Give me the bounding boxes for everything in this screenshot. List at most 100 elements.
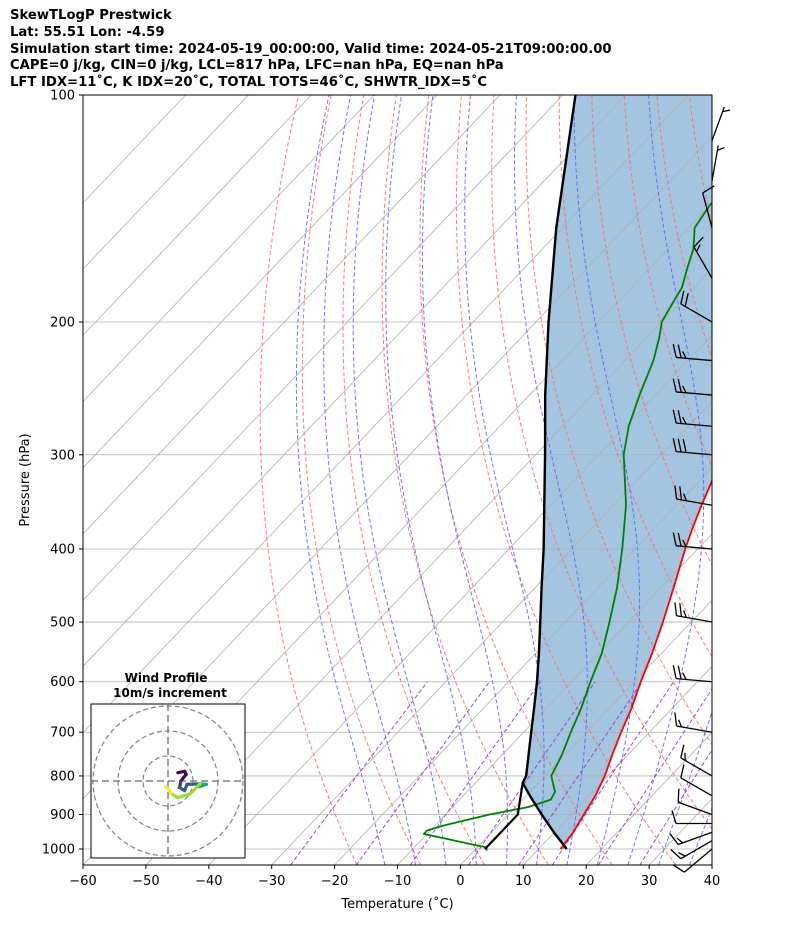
wind-barb-feather [702, 185, 715, 194]
dry-adiabat-line [558, 95, 712, 658]
moist-adiabat-line [295, 95, 386, 865]
wind-barb-feather [722, 109, 731, 113]
wind-barb-staff [680, 777, 713, 797]
isotherm-line [83, 95, 501, 535]
y-tick-label: 700 [50, 726, 75, 741]
wind-barb [702, 185, 715, 228]
lcl-connector-line [484, 782, 524, 850]
wind-barb-staff [693, 246, 713, 279]
moist-adiabat-line [323, 95, 416, 865]
wind-barb [671, 810, 712, 825]
wind-barb-feather [680, 764, 685, 778]
wind-barb [672, 532, 713, 550]
wind-barb [711, 106, 731, 141]
wind-barb-feather [672, 864, 685, 873]
x-tick-label: −10 [384, 874, 411, 889]
moist-adiabat-line [385, 95, 477, 865]
isotherm-line [83, 95, 249, 270]
isotherm-line [585, 731, 712, 865]
wind-barb-feather [674, 602, 678, 616]
mixing-ratio-line [639, 749, 712, 865]
wind-barb-feather [676, 837, 684, 844]
mixing-ratio-line [468, 681, 596, 865]
wind-barb-feather [674, 712, 678, 727]
wind-barb-staff [676, 450, 713, 456]
mixing-ratio-line [551, 681, 675, 865]
wind-barb [711, 145, 725, 182]
y-tick-label: 1000 [42, 843, 75, 858]
wind-barb-feather [682, 610, 687, 618]
x-tick-label: −30 [258, 874, 285, 889]
wind-profile-inset: Wind Profile 10m/s increment [90, 671, 246, 859]
wind-barb-feather [672, 532, 677, 546]
wind-barb [680, 290, 713, 323]
wind-barb-staff [676, 677, 713, 683]
wind-barb [693, 236, 713, 279]
isotherm-line [271, 400, 712, 865]
wind-barb-staff [676, 615, 713, 623]
x-tick-label: 30 [641, 874, 658, 889]
wind-barb-feather [670, 848, 682, 860]
wind-barb-feather [677, 410, 682, 424]
wind-barb-feather [680, 744, 685, 759]
mixing-ratio-line [409, 681, 541, 865]
inset-subtitle: 10m/s increment [113, 686, 227, 700]
profile-lines-layer [422, 95, 712, 851]
isotherm-line [83, 95, 312, 336]
title-line: Lat: 55.51 Lon: -4.59 [10, 24, 165, 40]
wind-barb [674, 602, 713, 623]
wind-barb [672, 409, 713, 427]
wind-barb-feather [677, 344, 682, 358]
wind-barb-feather [679, 486, 683, 500]
wind-barb [672, 378, 713, 396]
inset-content [91, 704, 245, 858]
isotherm-line [523, 665, 712, 865]
y-tick-label: 500 [50, 616, 75, 631]
isotherm-line [775, 95, 794, 865]
wind-barb-feather [682, 493, 687, 501]
wind-barb-feather [682, 385, 687, 394]
wind-barb-staff [676, 422, 713, 427]
isotherm-line [83, 95, 689, 734]
hodograph-segment [176, 792, 192, 800]
inset-title: Wind Profile [125, 671, 208, 685]
wind-barb-feather [677, 788, 680, 803]
y-tick-label: 900 [50, 808, 75, 823]
isotherm-line [460, 599, 712, 865]
wind-barb-staff [676, 498, 713, 506]
wind-barb-staff [711, 106, 725, 141]
x-tick-label: −40 [195, 874, 222, 889]
hodograph-segment [188, 782, 202, 796]
isotherm-line [83, 95, 564, 601]
wind-barb-staff [680, 840, 713, 860]
wind-barb-feather [682, 416, 687, 425]
title-line: SkewTLogP Prestwick [10, 8, 172, 23]
dewpoint-line [422, 201, 712, 851]
dry-adiabat-line [342, 95, 485, 865]
dry-adiabat-line [455, 95, 677, 865]
x-tick-label: −60 [69, 874, 96, 889]
wind-barb-feather [682, 672, 687, 680]
y-tick-label: 400 [50, 542, 75, 557]
wind-barb-feather [684, 293, 689, 307]
wind-barb-feather [677, 532, 682, 547]
moist-adiabat-line [352, 95, 447, 865]
isotherm-line [397, 533, 712, 865]
isotherm-line [208, 334, 712, 865]
wind-barb-feather [672, 438, 677, 452]
wind-barb-feather [682, 439, 687, 453]
wind-barb-staff [676, 725, 713, 733]
wind-barb [680, 764, 713, 797]
wind-barb-feather [671, 810, 677, 824]
dry-adiabat-line [722, 95, 794, 865]
wind-barb-staff [677, 831, 713, 846]
mixing-ratio-line [355, 681, 490, 865]
x-tick-label: 0 [456, 874, 464, 889]
wind-barb-feather [672, 378, 677, 393]
cape-shading-layer [522, 95, 712, 850]
wind-barb-feather [682, 351, 687, 359]
dry-adiabat-line [787, 95, 794, 865]
y-tick-label: 200 [50, 315, 75, 330]
wind-barb [674, 712, 713, 733]
